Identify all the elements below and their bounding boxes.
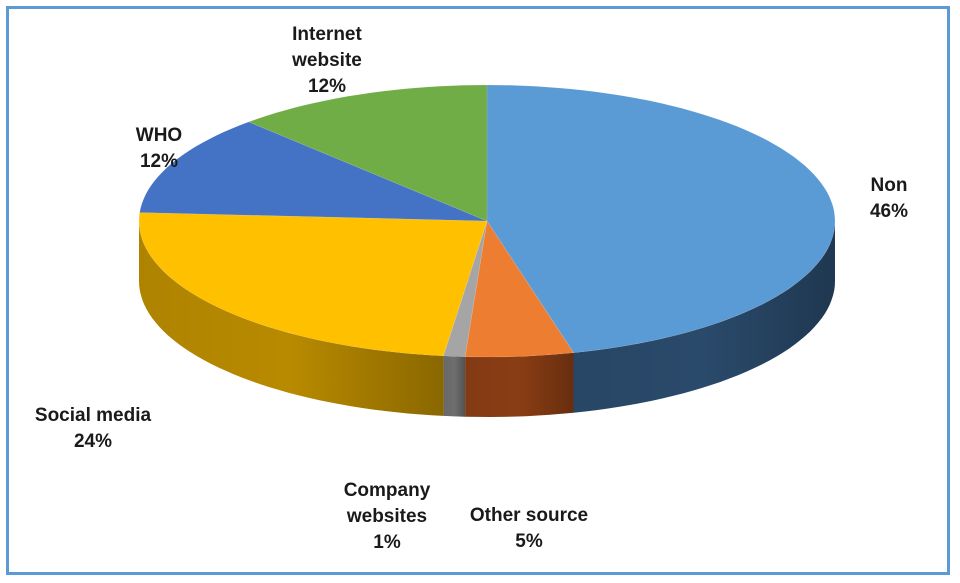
- data-label-percent-1: 5%: [515, 531, 543, 552]
- pie-side-shade-2: [443, 355, 466, 417]
- pie-slice-5: [247, 84, 488, 222]
- chart-frame: Non 46% Other source 5% Company websites 1% Soc…: [6, 6, 950, 575]
- data-label-percent-3: 24%: [74, 431, 112, 452]
- data-label-category-5: Internet: [292, 24, 362, 45]
- data-label-category-1: Other source: [470, 505, 588, 526]
- data-label-category-0: Non: [871, 175, 908, 196]
- data-label-percent-5: 12%: [308, 76, 346, 97]
- data-label-category-4: WHO: [136, 125, 182, 146]
- data-label-percent-4: 12%: [140, 151, 178, 172]
- data-label-category-3: Social media: [35, 405, 152, 426]
- pie-slice-1: [464, 220, 575, 358]
- pie-side-shade-1: [465, 352, 574, 417]
- pie-side-layer: [139, 221, 835, 417]
- data-label-category-5: website: [291, 50, 362, 71]
- pie-slice-0: [486, 84, 836, 354]
- pie-side-shade-3: [139, 221, 444, 416]
- data-label-percent-2: 1%: [373, 532, 401, 553]
- pie-top-layer: [138, 84, 836, 358]
- data-label-category-2: websites: [346, 506, 427, 527]
- data-label-percent-0: 46%: [870, 201, 908, 222]
- pie-side-shade-0: [573, 221, 835, 413]
- pie-slice-4: [139, 121, 488, 222]
- pie-label-layer: Non 46% Other source 5% Company websites 1% Soc…: [35, 24, 908, 553]
- data-label-category-2: Company: [344, 480, 431, 501]
- pie-chart: Non 46% Other source 5% Company websites 1% Soc…: [35, 24, 908, 553]
- pie-slice-3: [138, 212, 488, 357]
